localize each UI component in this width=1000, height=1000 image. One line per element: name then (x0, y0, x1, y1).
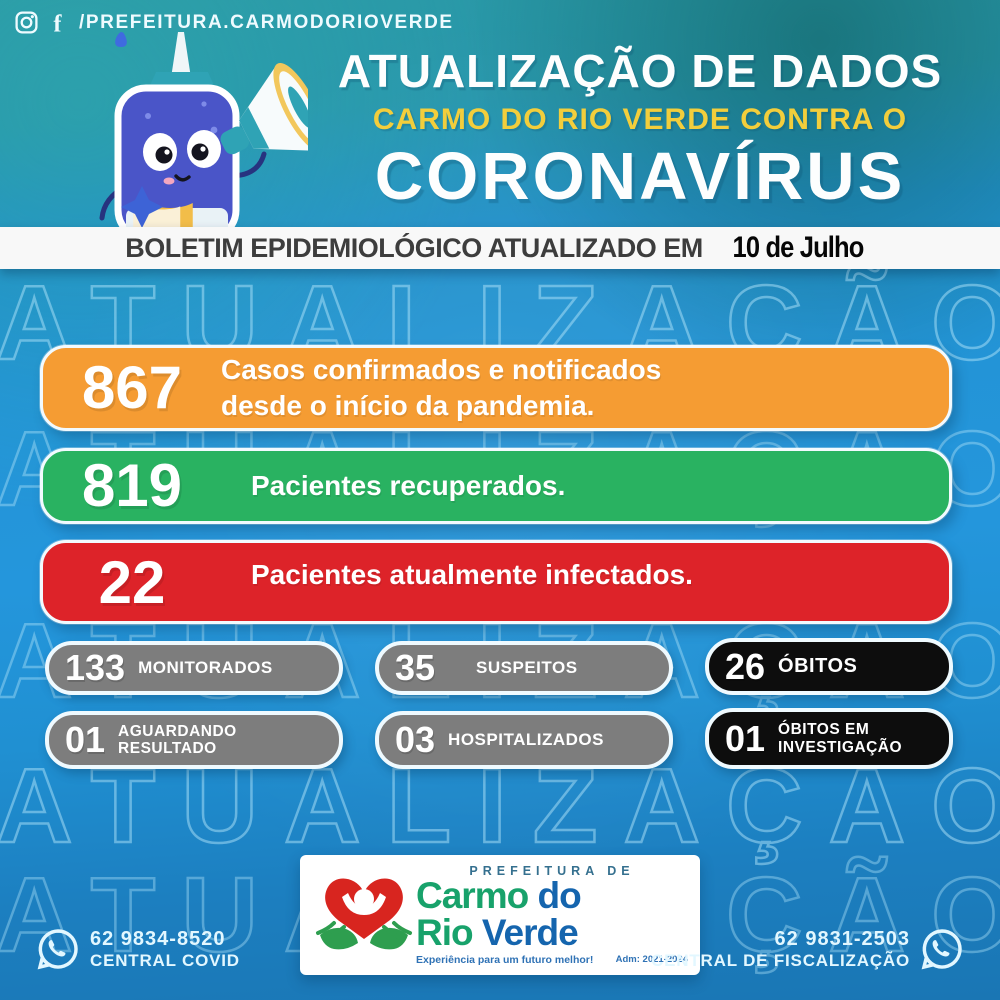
instagram-icon (15, 11, 38, 34)
megaphone-icon (220, 62, 308, 155)
facebook-icon: f (54, 11, 63, 35)
recovered-patients-value: 819 (81, 452, 183, 519)
hospitalized-value: 03 (395, 719, 436, 760)
shield-star (121, 186, 163, 227)
suspects-label: SUSPEITOS (476, 658, 578, 678)
stat-pill-deaths-under-investigation: 01 ÓBITOS EM INVESTIGAÇÃO (705, 708, 953, 769)
vaccine-mascot-illustration (99, 32, 308, 227)
bubble (201, 101, 207, 107)
logo-hand-left (320, 927, 358, 950)
social-handle: /PREFEITURA.CARMODORIOVERDE (79, 11, 454, 33)
logo-tagline: Experiência para um futuro melhor! (416, 953, 594, 966)
megaphone-center (288, 86, 308, 128)
logo-city-name-line1: Carmo do (416, 875, 688, 917)
megaphone-handle (220, 126, 250, 155)
logo-footer-row: Experiência para um futuro melhor! Adm: … (416, 954, 688, 966)
deaths-value: 26 (725, 645, 766, 687)
title-line-2: CARMO DO RIO VERDE CONTRA O (372, 103, 908, 136)
droplet-icon (115, 32, 127, 47)
bubble (145, 113, 151, 119)
title-line-3: CORONAVÍRUS (374, 139, 906, 214)
title-line-1: ATUALIZAÇÃO DE DADOS (337, 45, 943, 97)
logo-text-block: PREFEITURA DE Carmo do Rio Verde Experiê… (416, 864, 688, 966)
logo-administration: Adm: 2021-2024 (615, 953, 688, 965)
bubble (210, 126, 218, 134)
awaiting-result-label: AGUARDANDO RESULTADO (118, 722, 237, 757)
covid-phone-label: CENTRAL COVID (90, 950, 240, 970)
deaths-label: ÓBITOS (778, 655, 858, 678)
logo-carmo: Carmo (416, 875, 529, 917)
awaiting-result-value: 01 (65, 719, 106, 760)
eye-glint (164, 149, 170, 155)
logo-verde: Verde (481, 911, 579, 953)
monitored-value: 133 (65, 647, 126, 688)
deaths-investigation-label: ÓBITOS EM INVESTIGAÇÃO (778, 721, 903, 756)
monitored-label: MONITORADOS (138, 658, 273, 678)
stat-pill-hospitalized: 03 HOSPITALIZADOS (375, 711, 673, 769)
mascot-smile (174, 174, 191, 182)
contact-central-fiscalizacao: 62 9831-2503 CENTRAL DE FISCALIZAÇÃO (651, 926, 965, 972)
whatsapp-icon (921, 929, 962, 970)
stat-pill-awaiting-result: 01 AGUARDANDO RESULTADO (45, 711, 343, 769)
logo-fingers-right (382, 921, 412, 941)
svg-text:f: f (54, 11, 63, 35)
stat-bar-confirmed-cases: 867 Casos confirmados e notificados desd… (40, 345, 952, 431)
social-header: f /PREFEITURA.CARMODORIOVERDE (14, 10, 454, 35)
logo-hand-right (370, 927, 408, 950)
deaths-investigation-value: 01 (725, 717, 766, 759)
contact-left-text: 62 9834-8520 CENTRAL COVID (90, 928, 240, 971)
mascot-cheek (163, 177, 175, 185)
bulletin-strip: BOLETIM EPIDEMIOLÓGICO ATUALIZADO EM 10 … (0, 227, 1000, 269)
needle (171, 32, 191, 78)
logo-do: do (537, 875, 581, 917)
stat-pill-suspects: 35 SUSPEITOS (375, 641, 673, 695)
city-hall-logo-card: PREFEITURA DE Carmo do Rio Verde Experiê… (300, 855, 700, 975)
fiscalizacao-phone-label: CENTRAL DE FISCALIZAÇÃO (651, 950, 910, 970)
heart-hands-logo-icon (316, 878, 412, 950)
logo-person-arms (342, 893, 386, 915)
logo-rio: Rio (416, 911, 474, 953)
headline: ATUALIZAÇÃO DE DADOS CARMO DO RIO VERDE … (300, 44, 980, 215)
pupil (191, 143, 209, 161)
stat-pill-monitored: 133 MONITORADOS (45, 641, 343, 695)
whatsapp-icon (37, 929, 78, 970)
logo-city-name-line2: Rio Verde (416, 911, 688, 953)
covid-phone-number: 62 9834-8520 (90, 927, 226, 950)
eye-glint (200, 146, 206, 152)
stat-pill-deaths: 26 ÓBITOS (705, 638, 953, 695)
logo-prefeitura-de: PREFEITURA DE (469, 864, 635, 879)
contact-right-text: 62 9831-2503 CENTRAL DE FISCALIZAÇÃO (651, 928, 910, 971)
recovered-patients-label: Pacientes recuperados. (251, 469, 566, 501)
bottle-body (114, 84, 240, 227)
logo-fingers-left (316, 921, 346, 941)
fiscalizacao-phone-number: 62 9831-2503 (774, 927, 910, 950)
pupil (155, 146, 173, 164)
bulletin-label: BOLETIM EPIDEMIOLÓGICO ATUALIZADO EM (125, 232, 703, 263)
currently-infected-value: 22 (98, 549, 166, 616)
hospitalized-label: HOSPITALIZADOS (448, 730, 604, 750)
bulletin-date: 10 de Julho (732, 231, 864, 264)
currently-infected-label: Pacientes atualmente infectados. (251, 559, 693, 590)
stat-bar-recovered-patients: 819 Pacientes recuperados. (40, 448, 952, 524)
megaphone-band (239, 107, 270, 149)
confirmed-cases-value: 867 (81, 354, 183, 421)
contact-central-covid: 62 9834-8520 CENTRAL COVID (35, 926, 240, 972)
suspects-value: 35 (395, 647, 436, 688)
logo-person-head (354, 889, 374, 909)
confirmed-cases-label: Casos confirmados e notificados desde o … (221, 353, 662, 421)
stat-bar-currently-infected: 22 Pacientes atualmente infectados. (40, 540, 952, 624)
